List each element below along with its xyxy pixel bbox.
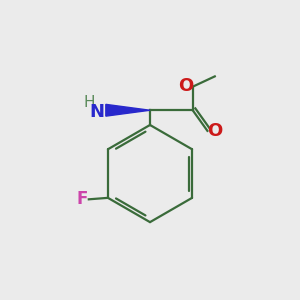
Text: O: O bbox=[207, 122, 222, 140]
Text: O: O bbox=[178, 76, 193, 94]
Text: N: N bbox=[89, 103, 104, 121]
Text: F: F bbox=[76, 190, 88, 208]
Polygon shape bbox=[106, 104, 150, 116]
Text: H: H bbox=[84, 94, 95, 110]
